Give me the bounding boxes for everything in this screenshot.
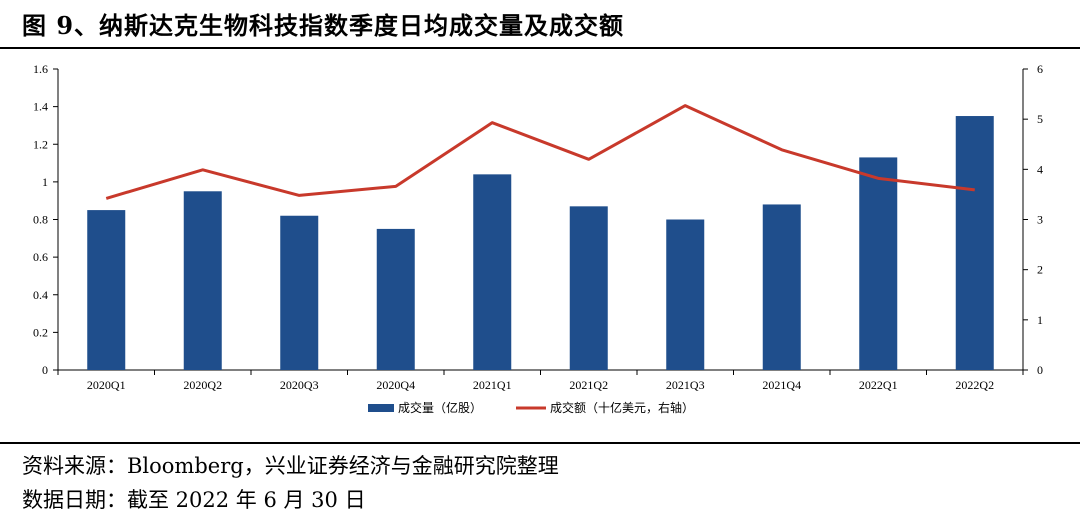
chart: 0 0.2 0.4 0.6 0.8 1 1.2 1.4 1.6 0 1 2 3 4 5 6 2020Q1 2020… (33, 62, 1043, 415)
bar (762, 204, 801, 370)
left-axis-tick-label: 0.6 (33, 250, 48, 264)
data-date-note: 数据日期：截至 2022 年 6 月 30 日 (22, 488, 366, 512)
bar (376, 228, 415, 370)
bar (859, 157, 898, 370)
left-axis-tick-label: 1.6 (33, 62, 48, 76)
right-axis-tick-label: 2 (1037, 263, 1043, 277)
line-series-path (105, 104, 975, 200)
bar (955, 116, 994, 370)
x-axis-tick-label: 2020Q2 (183, 378, 222, 392)
title-rule (0, 47, 1080, 49)
left-axis-tick-label: 1 (42, 175, 48, 189)
right-axis-tick-label: 5 (1037, 112, 1043, 126)
source-note: 资料来源：Bloomberg，兴业证券经济与金融研究院整理 (22, 454, 559, 478)
right-axis-tick-label: 4 (1037, 162, 1043, 176)
left-axis-tick-label: 0.2 (33, 325, 48, 339)
bar (666, 219, 705, 370)
x-axis-tick-label: 2022Q1 (859, 378, 898, 392)
bar (473, 174, 512, 370)
x-axis-tick-label: 2020Q4 (376, 378, 415, 392)
x-axis-tick-label: 2021Q3 (666, 378, 705, 392)
x-axis-tick-label: 2020Q3 (280, 378, 319, 392)
footer-rule (0, 442, 1080, 444)
right-axis-tick-label: 6 (1037, 62, 1043, 76)
bar (280, 215, 319, 370)
right-axis-tick-label: 0 (1037, 363, 1043, 377)
left-axis-tick-label: 1.4 (33, 100, 48, 114)
x-axis-tick-label: 2021Q2 (569, 378, 608, 392)
left-axis-tick-label: 1.2 (33, 137, 48, 151)
legend-swatch-bar (368, 404, 394, 412)
left-axis-tick-label: 0.4 (33, 288, 48, 302)
x-axis-tick-label: 2022Q2 (955, 378, 994, 392)
bar (183, 191, 222, 370)
left-axis-tick-label: 0 (42, 363, 48, 377)
x-axis-tick-label: 2020Q1 (87, 378, 126, 392)
left-axis-tick-label: 0.8 (33, 213, 48, 227)
right-axis-tick-label: 3 (1037, 213, 1043, 227)
right-axis-tick-label: 1 (1037, 313, 1043, 327)
x-axis-tick-label: 2021Q4 (762, 378, 801, 392)
legend-label-bar: 成交量（亿股） (398, 400, 482, 415)
chart-title: 图 9、纳斯达克生物科技指数季度日均成交量及成交额 (22, 11, 625, 40)
legend-label-line: 成交额（十亿美元，右轴） (550, 400, 694, 415)
bar (569, 206, 608, 370)
x-axis-tick-label: 2021Q1 (473, 378, 512, 392)
bar (87, 210, 126, 370)
